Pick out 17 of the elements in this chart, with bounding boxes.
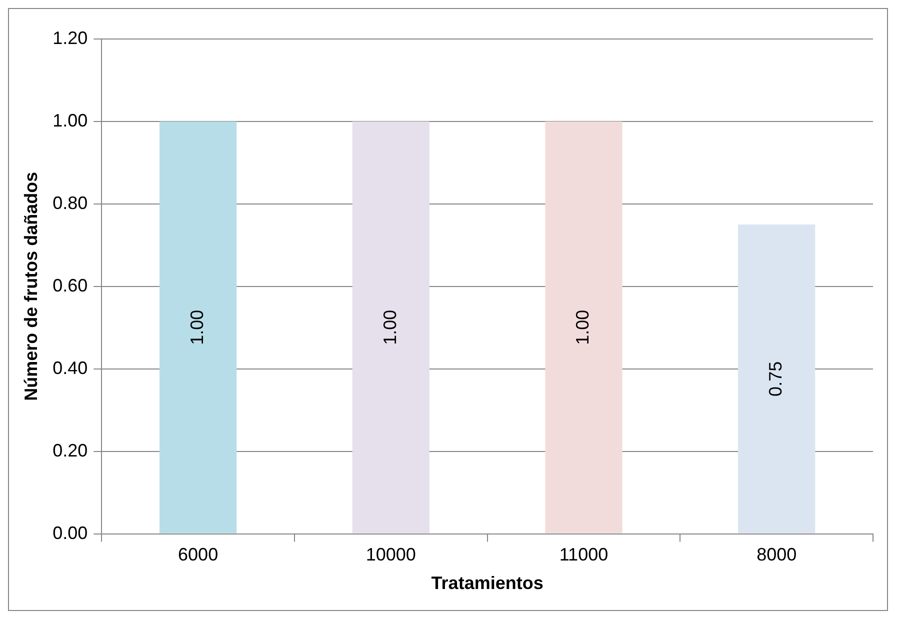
x-tick-label: 11000 xyxy=(559,544,608,565)
y-tick-label: 0.20 xyxy=(52,440,88,460)
y-tick-label: 0.00 xyxy=(52,522,88,543)
y-axis-title: Número de frutos dañados xyxy=(20,172,41,401)
x-axis-title: Tratamientos xyxy=(431,573,544,594)
data-label: 1.00 xyxy=(572,310,593,345)
data-label: 0.75 xyxy=(766,361,786,396)
data-label: 1.00 xyxy=(187,310,208,345)
y-tick-label: 1.20 xyxy=(52,28,88,48)
x-tick-label: 6000 xyxy=(178,544,218,565)
y-tick-label: 0.80 xyxy=(52,192,88,213)
y-tick-label: 0.60 xyxy=(52,275,88,296)
x-tick-label: 8000 xyxy=(756,544,797,565)
y-tick-label: 1.00 xyxy=(52,110,88,130)
y-tick-label: 0.40 xyxy=(52,358,88,378)
x-tick-label: 10000 xyxy=(366,544,416,565)
data-label: 1.00 xyxy=(380,310,400,345)
